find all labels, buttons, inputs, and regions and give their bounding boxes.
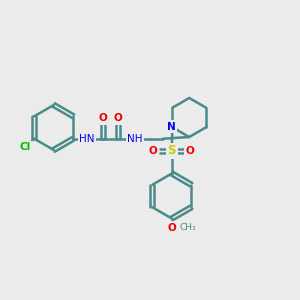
Text: S: S xyxy=(168,145,176,158)
Text: O: O xyxy=(186,146,195,156)
Text: N: N xyxy=(167,122,176,132)
Text: O: O xyxy=(114,113,123,123)
Text: NH: NH xyxy=(127,134,143,144)
Text: O: O xyxy=(167,223,176,233)
Text: CH₃: CH₃ xyxy=(180,224,196,232)
Text: O: O xyxy=(149,146,158,156)
Text: O: O xyxy=(99,113,108,123)
Text: HN: HN xyxy=(79,134,95,144)
Text: Cl: Cl xyxy=(20,142,31,152)
